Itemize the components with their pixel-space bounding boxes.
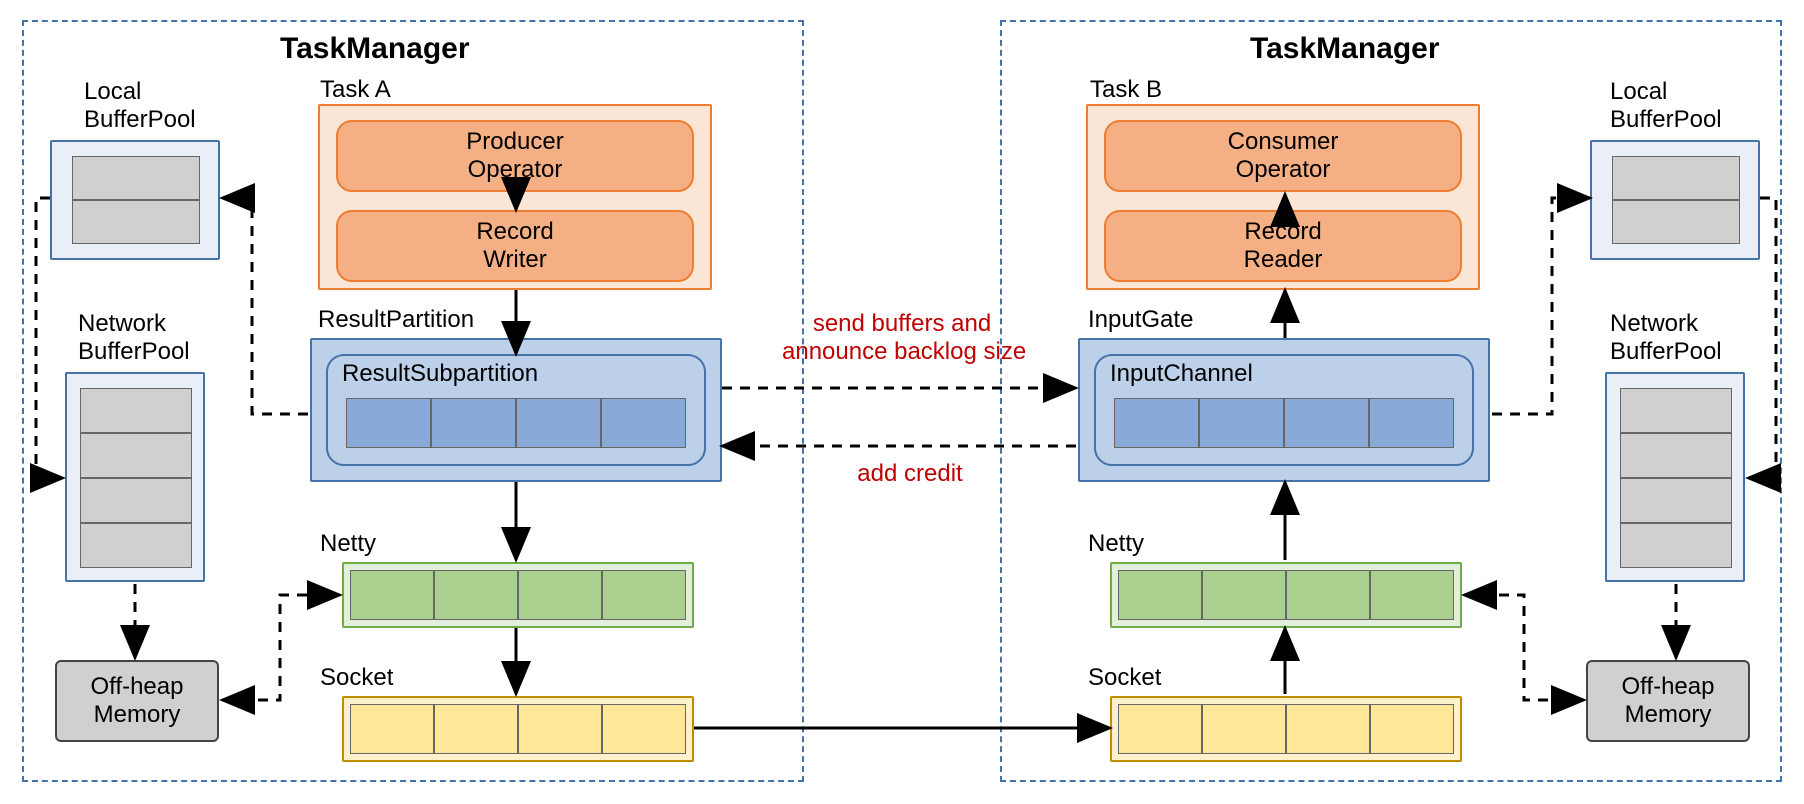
offheap-left-box: Off-heap Memory bbox=[55, 660, 219, 742]
socket-right-cells bbox=[1118, 704, 1454, 754]
inputgate-label: InputGate bbox=[1088, 306, 1193, 334]
result-subpartition-cells bbox=[346, 398, 686, 448]
inputchannel-label: InputChannel bbox=[1096, 360, 1472, 388]
inputchannel-cells bbox=[1114, 398, 1454, 448]
offheap-right-box: Off-heap Memory bbox=[1586, 660, 1750, 742]
network-pool-left-label: Network BufferPool bbox=[78, 310, 190, 366]
add-credit-label: add credit bbox=[850, 460, 970, 488]
result-subpartition-label: ResultSubpartition bbox=[328, 360, 704, 388]
task-b-label: Task B bbox=[1090, 76, 1162, 104]
local-pool-right-label: Local BufferPool bbox=[1610, 78, 1722, 134]
producer-operator-pill: Producer Operator bbox=[336, 120, 694, 192]
task-a-label: Task A bbox=[320, 76, 391, 104]
netty-left-cells bbox=[350, 570, 686, 620]
taskmanager-right-title: TaskManager bbox=[1250, 32, 1440, 66]
network-pool-right-label: Network BufferPool bbox=[1610, 310, 1722, 366]
taskmanager-left-title: TaskManager bbox=[280, 32, 470, 66]
offheap-left-label: Off-heap Memory bbox=[91, 673, 184, 729]
netty-right-label: Netty bbox=[1088, 530, 1144, 558]
socket-right-label: Socket bbox=[1088, 664, 1161, 692]
netty-right-cells bbox=[1118, 570, 1454, 620]
result-partition-label: ResultPartition bbox=[318, 306, 474, 334]
socket-left-cells bbox=[350, 704, 686, 754]
network-pool-left-cells bbox=[80, 388, 192, 568]
network-pool-right-cells bbox=[1620, 388, 1732, 568]
send-buffers-label: send buffers and announce backlog size bbox=[782, 310, 1022, 366]
record-writer-pill: Record Writer bbox=[336, 210, 694, 282]
netty-left-label: Netty bbox=[320, 530, 376, 558]
local-pool-left-cells bbox=[72, 156, 200, 244]
record-reader-pill: Record Reader bbox=[1104, 210, 1462, 282]
offheap-right-label: Off-heap Memory bbox=[1622, 673, 1715, 729]
consumer-operator-pill: Consumer Operator bbox=[1104, 120, 1462, 192]
socket-left-label: Socket bbox=[320, 664, 393, 692]
local-pool-left-label: Local BufferPool bbox=[84, 78, 196, 134]
local-pool-right-cells bbox=[1612, 156, 1740, 244]
